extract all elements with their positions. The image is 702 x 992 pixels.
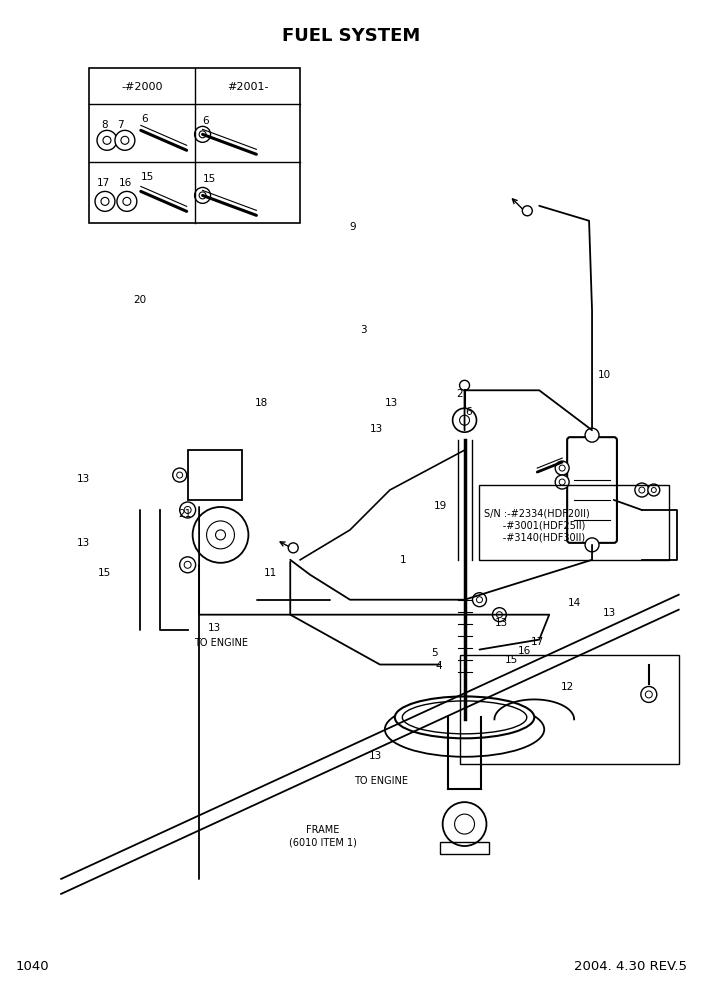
Text: 13: 13: [208, 623, 221, 633]
Circle shape: [97, 130, 117, 151]
Text: 15: 15: [141, 173, 154, 183]
Circle shape: [173, 468, 187, 482]
Text: 5: 5: [432, 649, 438, 659]
Text: 13: 13: [603, 608, 616, 618]
Text: 1040: 1040: [15, 960, 49, 973]
Circle shape: [555, 475, 569, 489]
Circle shape: [635, 483, 649, 497]
Text: 21: 21: [178, 509, 191, 519]
Text: 7: 7: [117, 120, 124, 130]
Text: 2004. 4.30 REV.5: 2004. 4.30 REV.5: [574, 960, 687, 973]
Circle shape: [443, 803, 486, 846]
Text: 6: 6: [203, 116, 209, 126]
Ellipse shape: [395, 696, 534, 738]
Text: 16: 16: [119, 179, 132, 188]
Bar: [479, 485, 669, 559]
Circle shape: [180, 502, 196, 518]
Text: TO ENGINE: TO ENGINE: [355, 776, 409, 786]
Circle shape: [460, 380, 470, 390]
Text: 9: 9: [349, 222, 356, 232]
Text: 15: 15: [505, 655, 519, 666]
Text: 2: 2: [456, 389, 463, 399]
Text: 8: 8: [101, 120, 107, 130]
Circle shape: [472, 593, 486, 607]
Circle shape: [453, 409, 477, 433]
Circle shape: [555, 461, 569, 475]
Circle shape: [194, 187, 211, 203]
Text: 18: 18: [255, 398, 268, 408]
Text: FUEL SYSTEM: FUEL SYSTEM: [282, 27, 420, 45]
Text: 13: 13: [77, 539, 91, 549]
Text: 10: 10: [597, 370, 611, 380]
Text: TO ENGINE: TO ENGINE: [194, 638, 248, 649]
Circle shape: [117, 191, 137, 211]
Text: 12: 12: [561, 682, 574, 691]
Circle shape: [492, 608, 506, 622]
FancyBboxPatch shape: [567, 437, 617, 543]
Text: FRAME
(6010 ITEM 1): FRAME (6010 ITEM 1): [289, 825, 357, 847]
Text: 13: 13: [369, 751, 382, 761]
Circle shape: [115, 130, 135, 151]
Circle shape: [194, 126, 211, 142]
Circle shape: [585, 538, 599, 552]
Circle shape: [641, 686, 657, 702]
Circle shape: [180, 557, 196, 572]
Circle shape: [585, 429, 599, 442]
Text: 17: 17: [97, 179, 110, 188]
Text: 13: 13: [495, 618, 508, 628]
Text: 20: 20: [133, 296, 147, 306]
Text: S/N :-#2334(HDF20II)
      -#3001(HDF25II)
      -#3140(HDF30II): S/N :-#2334(HDF20II) -#3001(HDF25II) -#3…: [484, 509, 590, 542]
Circle shape: [648, 484, 660, 496]
Text: 3: 3: [360, 324, 367, 335]
Text: 15: 15: [98, 568, 112, 578]
Text: 14: 14: [568, 598, 581, 608]
Circle shape: [95, 191, 115, 211]
Text: 1: 1: [400, 556, 406, 565]
Bar: [187, 450, 242, 500]
Text: #2001-: #2001-: [227, 81, 268, 91]
Text: 13: 13: [385, 398, 398, 408]
Text: 16: 16: [518, 647, 531, 657]
Text: 13: 13: [370, 424, 383, 434]
Circle shape: [192, 507, 249, 562]
Bar: [89, 68, 300, 223]
Text: 19: 19: [434, 501, 447, 511]
Text: 11: 11: [264, 568, 277, 578]
Text: 17: 17: [531, 638, 543, 648]
Text: 13: 13: [77, 474, 91, 484]
Text: 6: 6: [465, 407, 472, 417]
Text: 15: 15: [203, 175, 216, 185]
Bar: [439, 842, 489, 854]
Text: 4: 4: [435, 661, 442, 672]
Bar: [460, 655, 679, 764]
Circle shape: [522, 205, 532, 216]
Text: 6: 6: [141, 114, 147, 124]
Circle shape: [289, 543, 298, 553]
Text: -#2000: -#2000: [121, 81, 163, 91]
